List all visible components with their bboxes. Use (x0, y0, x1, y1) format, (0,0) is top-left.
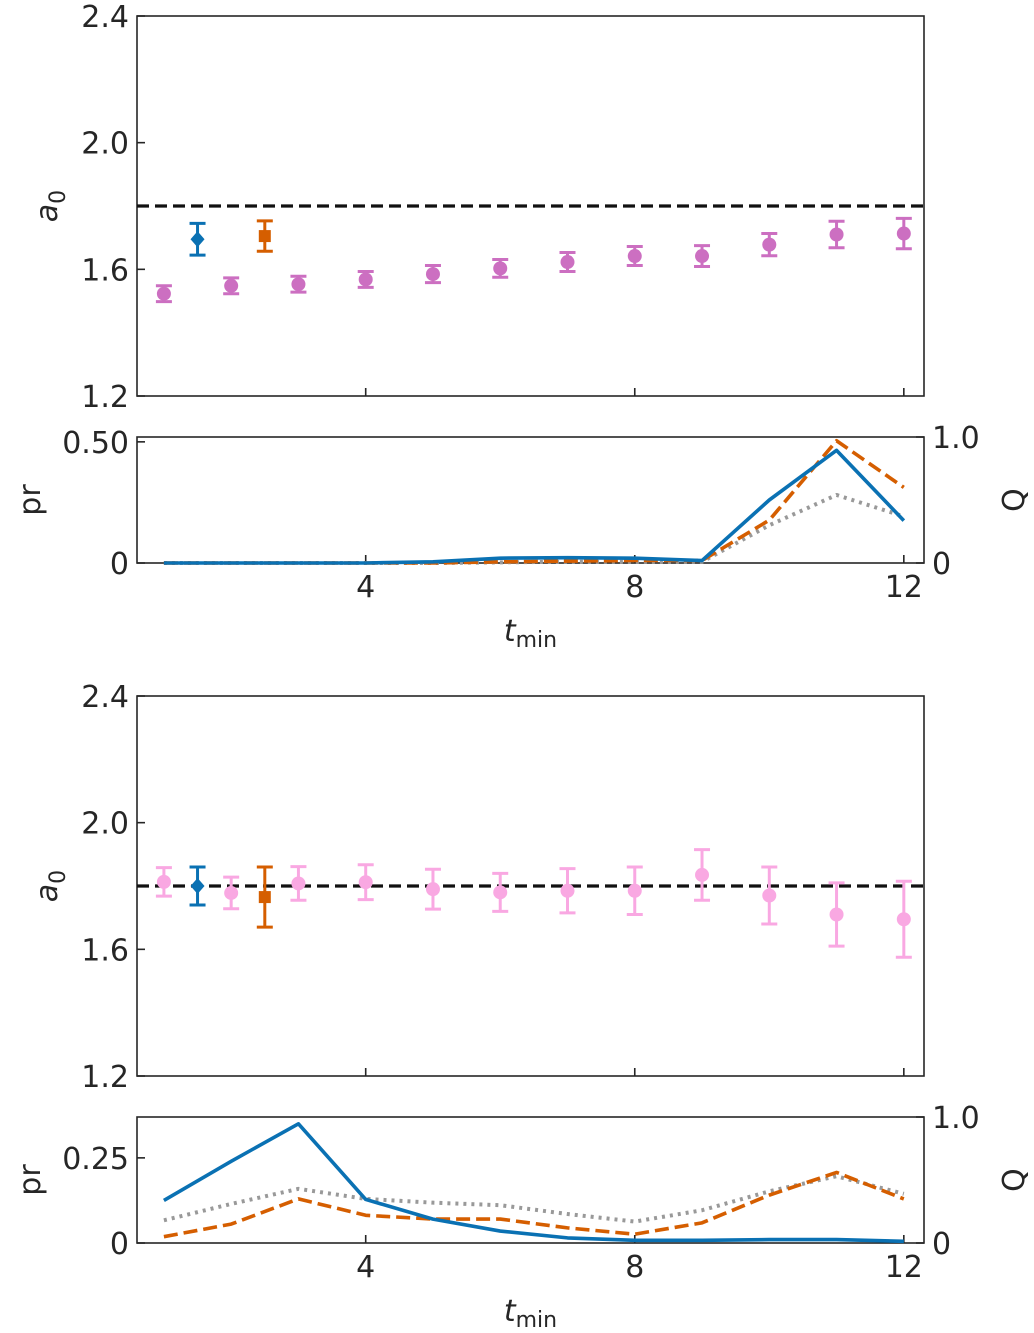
chart2-marker-circle (762, 888, 777, 903)
chart0-ytick-label-2.4: 2.4 (81, 0, 129, 35)
chart3-ytick-left-label-0: 0 (110, 1227, 129, 1262)
chart2-marker-circle (829, 907, 844, 922)
chart0-marker-circle (695, 249, 710, 264)
chart0-marker-circle (762, 237, 777, 252)
chart2-point-2-0 (256, 865, 273, 929)
chart3-xtick-label-4: 4 (356, 1250, 375, 1285)
chart1-ytick-right-label-0: 0 (932, 547, 951, 582)
chart0-ytick-label-2.0: 2.0 (81, 127, 129, 162)
chart3-ylabel-left: pr (13, 1164, 48, 1196)
chart1-xlabel: tmin (504, 614, 557, 653)
chart2-point-0-9 (761, 865, 778, 926)
chart2-marker-circle (156, 874, 171, 889)
chart1-ylabel-right: Q (997, 488, 1032, 512)
chart0-ytick-label-1.2: 1.2 (81, 380, 129, 415)
chart0-point-0-7 (626, 245, 643, 268)
chart2-point-0-11 (895, 879, 912, 959)
chart0-ytick-label-1.6: 1.6 (81, 253, 129, 288)
chart1-xtick-label-4: 4 (356, 570, 375, 605)
chart3-series-dashed-line (163, 1170, 905, 1239)
chart0-marker-circle (560, 255, 575, 270)
chart0-point-0-5 (492, 258, 509, 279)
chart2-marker-circle (224, 885, 239, 900)
chart3-frame (136, 1116, 925, 1244)
chart2-ytick-label-2.0: 2.0 (81, 807, 129, 842)
chart0-marker-square (258, 230, 271, 243)
chart0-marker-circle (829, 227, 844, 242)
chart0-point-0-8 (694, 244, 711, 268)
chart1-series-dashed-line (163, 438, 905, 565)
chart3-ylabel-right: Q (997, 1168, 1032, 1192)
chart0-point-0-2 (290, 274, 307, 294)
chart2-point-0-7 (626, 865, 643, 916)
chart2-marker-circle (291, 876, 306, 891)
chart0-ylabel: a0 (30, 190, 71, 222)
chart3-ytick-right-label-0: 0 (932, 1227, 951, 1262)
chart0-point-0-10 (828, 219, 845, 250)
chart2-marker-diamond (190, 878, 205, 894)
chart2-ylabel: a0 (30, 870, 71, 902)
chart2-point-0-3 (357, 863, 374, 902)
chart2-point-0-1 (223, 875, 240, 911)
chart2-marker-circle (358, 875, 373, 890)
chart0-marker-circle (224, 278, 239, 293)
chart1-frame (136, 436, 925, 564)
chart1-series-dotted-line (163, 492, 905, 565)
chart1-ytick-right-label-1.0: 1.0 (932, 421, 980, 456)
chart0-marker-circle (425, 267, 440, 282)
chart1-xtick-label-8: 8 (625, 570, 644, 605)
chart2-ytick-label-1.2: 1.2 (81, 1060, 129, 1095)
chart2-marker-square (258, 891, 271, 904)
chart1-series-solid-line (163, 448, 906, 565)
chart1-ytick-left-label-0.50: 0.50 (62, 426, 129, 461)
chart0-marker-circle (493, 261, 508, 276)
chart0-panel: 1.2 1.6 2.0 2.4 a0 (30, 0, 925, 415)
chart2-point-0-5 (492, 871, 509, 913)
chart2-ytick-label-1.6: 1.6 (81, 933, 129, 968)
chart2-marker-circle (493, 885, 508, 900)
chart1-xtick-label-12: 12 (885, 570, 923, 605)
chart2-point-0-10 (828, 881, 845, 948)
chart2-point-0-2 (290, 865, 307, 902)
chart2-marker-circle (695, 867, 710, 882)
chart0-point-0-4 (424, 264, 441, 285)
chart0-point-0-9 (761, 232, 778, 258)
chart2-panel: 1.2 1.6 2.0 2.4 a0 (30, 680, 925, 1095)
chart2-marker-circle (560, 883, 575, 898)
chart0-point-0-3 (357, 270, 374, 289)
chart0-marker-diamond (190, 231, 205, 248)
chart0-point-0-1 (223, 276, 240, 296)
chart0-point-0-0 (155, 284, 172, 304)
chart1-ytick-left-label-0: 0 (110, 547, 129, 582)
chart0-point-2-0 (256, 219, 273, 253)
chart2-point-1-0 (189, 865, 206, 907)
chart2-point-0-4 (424, 867, 441, 911)
chart0-marker-circle (156, 286, 171, 301)
chart0-point-0-6 (559, 251, 576, 274)
chart3-xtick-label-12: 12 (885, 1250, 923, 1285)
chart0-marker-circle (358, 272, 373, 287)
chart3-xlabel: tmin (504, 1294, 557, 1333)
chart0-marker-circle (627, 249, 642, 264)
chart2-marker-circle (425, 882, 440, 897)
chart1-ylabel-left: pr (13, 484, 48, 516)
chart0-marker-circle (896, 226, 911, 241)
chart2-marker-circle (627, 883, 642, 898)
chart2-ytick-label-2.4: 2.4 (81, 680, 129, 715)
chart3-ytick-left-label-0.25: 0.25 (62, 1142, 129, 1177)
chart2-point-0-6 (559, 867, 576, 915)
chart2-point-0-8 (694, 848, 711, 902)
chart3-series-dotted-line (163, 1174, 905, 1224)
chart2-point-0-0 (155, 866, 172, 898)
chart2-marker-circle (896, 912, 911, 927)
chart0-point-0-11 (895, 216, 912, 251)
chart3-xtick-label-8: 8 (625, 1250, 644, 1285)
chart3-series-solid-line (163, 1122, 904, 1244)
chart0-marker-circle (291, 277, 306, 292)
chart3-ytick-right-label-1.0: 1.0 (932, 1101, 980, 1136)
chart0-point-1-0 (189, 221, 206, 257)
